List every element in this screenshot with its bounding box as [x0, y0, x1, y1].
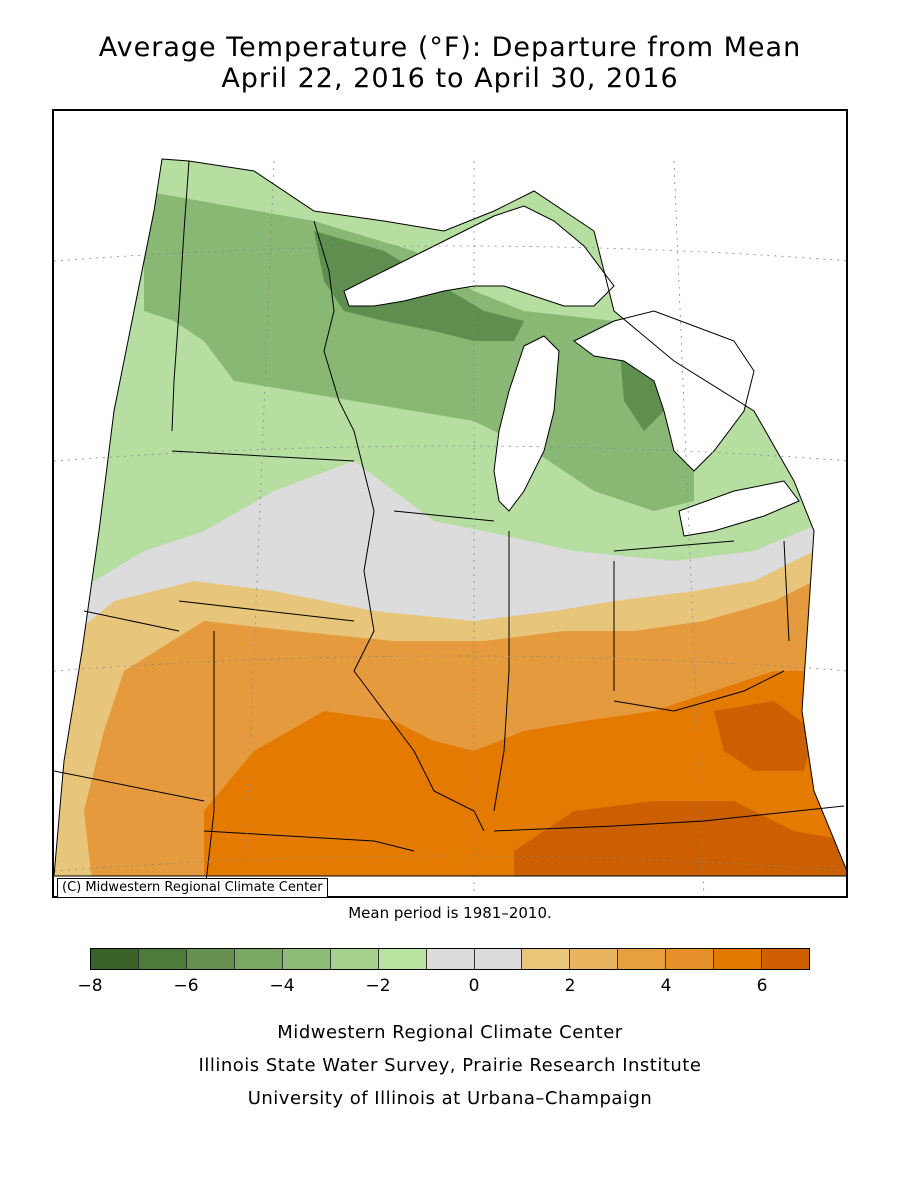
legend-tick-label: 2	[564, 976, 576, 996]
great-lakes	[343, 205, 800, 537]
credit-line-2: Illinois State Water Survey, Prairie Res…	[198, 1055, 702, 1076]
graticule	[54, 160, 846, 896]
copyright-label: (C) Midwestern Regional Climate Center	[57, 878, 328, 898]
legend-swatch	[282, 949, 331, 969]
legend-swatch	[570, 949, 619, 969]
credit-line-1: Midwestern Regional Climate Center	[277, 1022, 623, 1043]
state-boundaries	[54, 160, 845, 896]
legend-swatch	[762, 949, 810, 969]
legend-tick-label: −2	[365, 976, 391, 996]
legend-tick-label: −4	[269, 976, 295, 996]
legend-tick-label: 0	[468, 976, 480, 996]
legend-tick-label: 6	[756, 976, 768, 996]
mean-period-note: Mean period is 1981–2010.	[348, 904, 552, 922]
map-frame	[52, 109, 848, 898]
legend-swatch	[330, 949, 379, 969]
credit-line-3: University of Illinois at Urbana–Champai…	[247, 1088, 653, 1109]
legend-swatch	[522, 949, 571, 969]
legend-swatch	[91, 949, 139, 969]
legend-swatch	[234, 949, 283, 969]
legend-swatch	[378, 949, 427, 969]
map-date-range: April 22, 2016 to April 30, 2016	[221, 63, 679, 94]
map-title: Average Temperature (°F): Departure from…	[98, 32, 802, 63]
legend-swatch	[714, 949, 763, 969]
region-outline	[54, 158, 846, 877]
legend-swatch	[666, 949, 715, 969]
legend-tick-label: −8	[77, 976, 103, 996]
legend-swatch	[138, 949, 187, 969]
color-legend	[90, 948, 810, 970]
legend-tick-label: 4	[660, 976, 672, 996]
legend-swatch	[474, 949, 523, 969]
legend-swatch	[186, 949, 235, 969]
legend-swatch	[618, 949, 667, 969]
legend-swatch	[426, 949, 475, 969]
legend-tick-label: −6	[173, 976, 199, 996]
temperature-departure-map	[54, 158, 846, 896]
